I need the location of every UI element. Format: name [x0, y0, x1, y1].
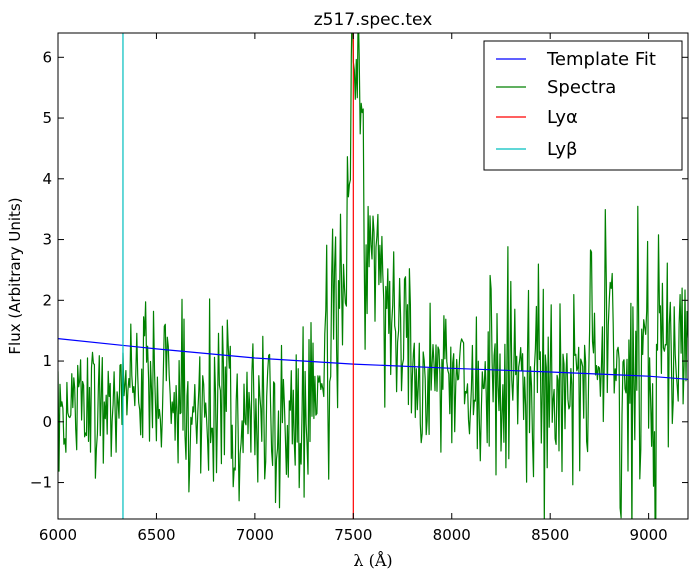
data-layer — [58, 33, 688, 519]
x-tick-label: 6000 — [39, 526, 77, 544]
x-tick-labels: 6000 6500 7000 7500 8000 8500 9000 — [39, 526, 668, 544]
spectra-line — [58, 33, 688, 519]
x-tick-label: 6500 — [137, 526, 175, 544]
x-tick-label: 7000 — [236, 526, 274, 544]
template-fit-line — [58, 338, 688, 380]
y-tick-label: 2 — [42, 291, 52, 309]
x-tick-label: 8000 — [433, 526, 471, 544]
y-tick-label: 0 — [42, 413, 52, 431]
legend-label-spectra: Spectra — [547, 77, 616, 98]
y-tick-label: 6 — [42, 48, 52, 66]
x-axis-label: λ (Å) — [353, 550, 392, 570]
y-tick-label: 1 — [42, 352, 52, 370]
legend-label-template-fit: Template Fit — [546, 49, 656, 70]
y-tick-label: −1 — [30, 474, 52, 492]
y-tick-label: 3 — [42, 231, 52, 249]
y-tick-label: 5 — [42, 109, 52, 127]
tick-layer — [57, 33, 688, 519]
legend-label-ly-alpha: Lyα — [547, 107, 578, 128]
y-tick-label: 4 — [42, 170, 52, 188]
y-axis-label: Flux (Arbitrary Units) — [6, 197, 24, 354]
x-tick-label: 7500 — [334, 526, 372, 544]
legend-label-ly-beta: Lyβ — [547, 139, 578, 160]
plot-frame — [57, 32, 689, 520]
chart-title: z517.spec.tex — [314, 10, 433, 30]
x-tick-label: 9000 — [630, 526, 668, 544]
legend: Template Fit Spectra Lyα Lyβ — [483, 40, 683, 171]
y-tick-labels: −1 0 1 2 3 4 5 6 — [30, 48, 52, 491]
x-tick-label: 8500 — [531, 526, 569, 544]
